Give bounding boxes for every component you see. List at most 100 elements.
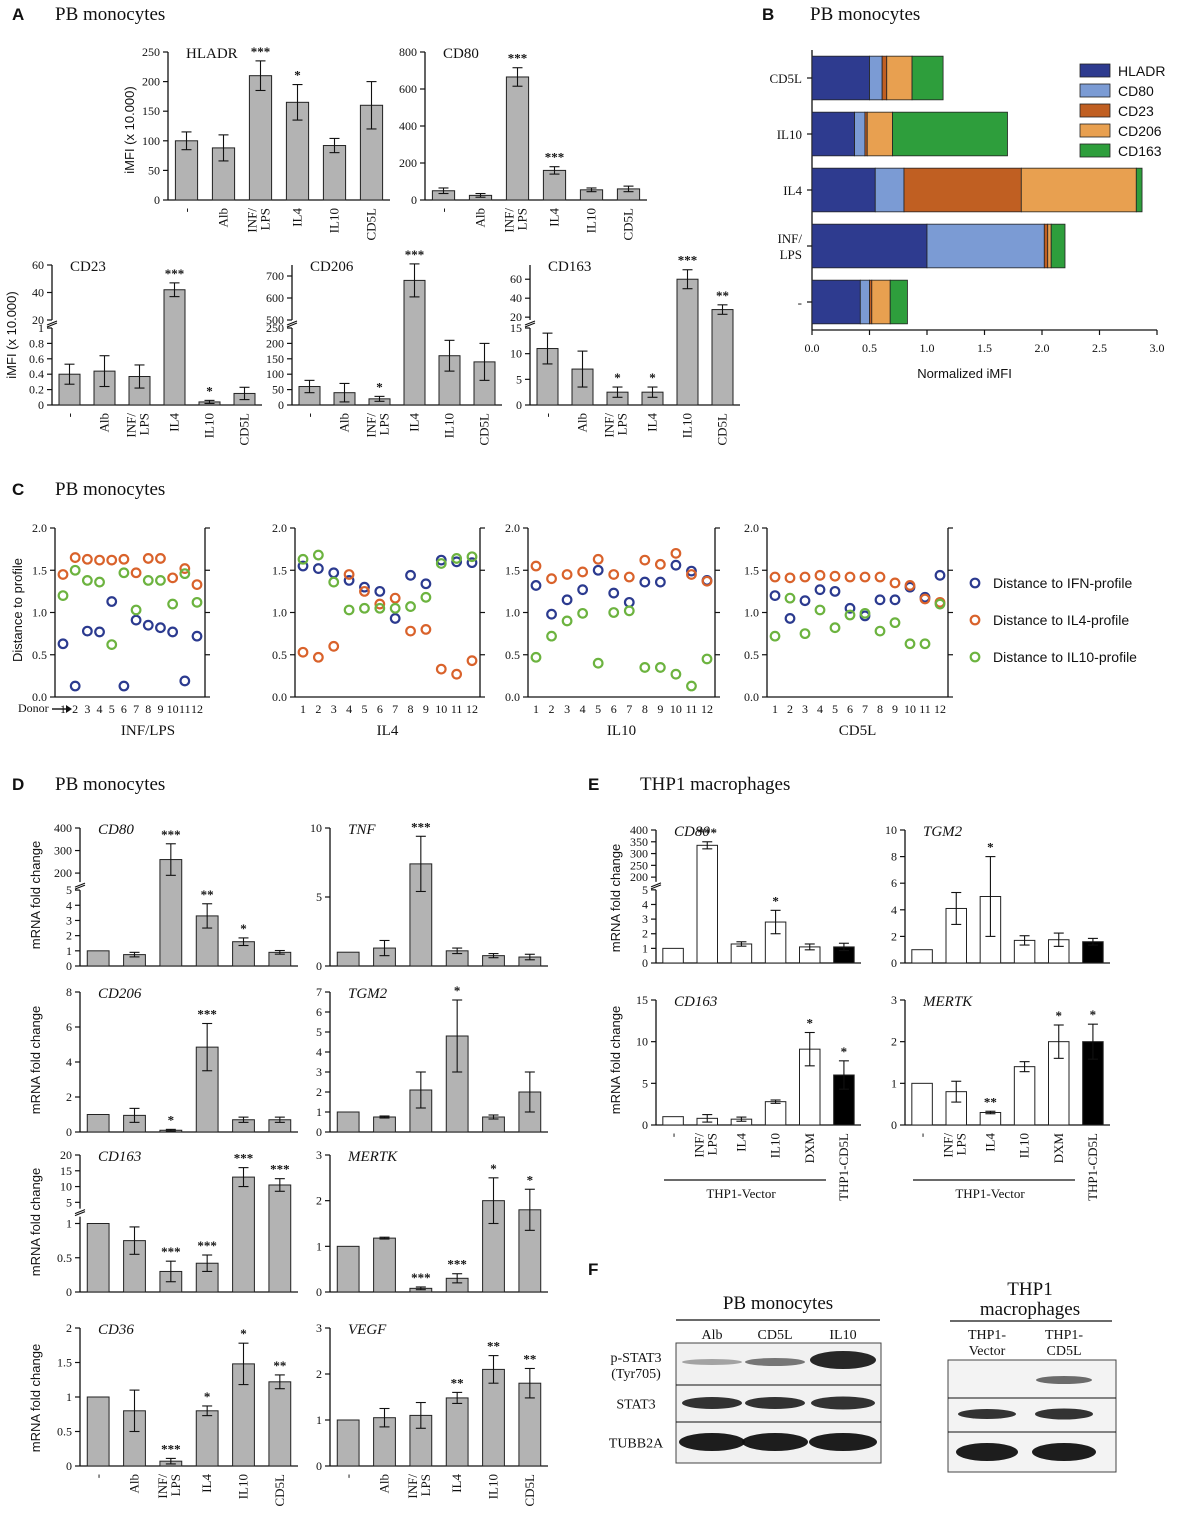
panel-c-il4-point-il4 <box>374 598 386 610</box>
panel-d-cd163-significance-3: *** <box>197 1238 217 1253</box>
panel-e-tgm2-chart-label: TGM2 <box>923 824 963 840</box>
panel-e-cd80-bar-1 <box>696 844 718 964</box>
panel-c-cd5l-point-ifn <box>814 584 826 596</box>
panel-c-il10-x-tick-label: 6 <box>611 702 617 716</box>
panel-d-cd163-y-tick-label: 10 <box>60 1180 72 1194</box>
panel-c-il10-point-il10 <box>546 630 557 642</box>
panel-c-il10-x-tick-label: 11 <box>686 702 698 716</box>
panel-d-tgm2-chart-label: TGM2 <box>348 986 388 1002</box>
panel-c-cd5l-point-il10 <box>919 638 931 650</box>
panel-e-tgm2-bar-0 <box>911 949 933 964</box>
panel-c-cd5l-point-il10 <box>769 630 781 642</box>
panel-d-tnf-chart-label: TNF <box>348 822 376 838</box>
panel-e-cd163-x-tick-label-0: - <box>665 1133 680 1137</box>
panel-c-il10-point-il10 <box>561 615 573 627</box>
panel-c-inflps-x-tick-label: 9 <box>157 702 163 716</box>
panel-f-row-label: TUBB2A <box>609 1437 664 1452</box>
panel-c-inflps-point-il10 <box>106 639 118 651</box>
a-hladr-y-tick-label: 50 <box>148 163 160 177</box>
panel-c-il4-point-il10 <box>359 602 370 614</box>
panel-c-il4-point-il4 <box>343 569 355 580</box>
panel-b-legend-swatch-cd163 <box>1079 143 1111 158</box>
a-cd80-x-tick-label-1: Alb <box>473 208 488 228</box>
panel-b-category-label: INF/ <box>777 231 802 246</box>
panel-d-vegf-significance-4: ** <box>487 1339 500 1354</box>
panel-b-segment-cd80-0 <box>869 55 883 101</box>
panel-d-cd36-significance-4: * <box>240 1326 247 1341</box>
panel-c-il10-point-il10 <box>639 662 651 673</box>
panel-d-tgm2-bar-1 <box>373 1116 396 1133</box>
panel-d-vegf-bar-3 <box>445 1397 469 1467</box>
panel-c-il10-y-tick-label: 0.5 <box>505 648 520 662</box>
a-cd80-bar-2 <box>505 76 530 201</box>
a-cd163-bar-5 <box>711 309 734 406</box>
a-cd23-y-tick-label: 0 <box>38 398 44 412</box>
panel-b-legend-label: CD206 <box>1118 123 1162 139</box>
panel-d-cd80-significance-2: *** <box>161 827 181 842</box>
panel-f-right-title: THP1 <box>1007 1279 1052 1300</box>
panel-d-cd163-y-tick-label: 0.5 <box>57 1251 72 1265</box>
a-cd23-x-tick-label-4: IL10 <box>202 413 217 438</box>
panel-d-cd36-group: 0 0.5 1 1.5 2 - Alb *** INF/LPS * IL4 * IL10 ** CD5L CD… <box>57 1321 298 1507</box>
a-cd23-y-tick-label: 0.6 <box>29 352 44 366</box>
panel-d-cd80-significance-3: ** <box>201 887 214 902</box>
a-cd206-y-tick-label: 200 <box>266 336 284 350</box>
panel-e-mertk-x-tick-label-3: IL10 <box>1017 1133 1032 1158</box>
panel-c-il10-point-ifn <box>623 596 635 608</box>
panel-c-il10-point-il4 <box>608 569 620 580</box>
panel-d-vegf-significance-5: ** <box>523 1351 536 1366</box>
panel-e-cd80-y-tick-label: 1 <box>642 941 648 955</box>
panel-d-cd80-chart-label: CD80 <box>98 822 134 838</box>
panel-c-cd5l-point-il10 <box>904 638 916 650</box>
panel-e-cd163-x-tick-label-4: DXM <box>802 1133 817 1164</box>
panel-d-vegf-bar-0 <box>336 1419 360 1467</box>
panel-d-cd163-chart-label: CD163 <box>98 1149 141 1165</box>
panel-f-right-lane-label: THP1- <box>968 1328 1006 1343</box>
panel-d-cd80-y-tick-label: 300 <box>54 844 72 858</box>
panel-c-cd5l-x-tick-label: 5 <box>832 702 838 716</box>
panel-c-cd5l-point-il4 <box>784 572 796 584</box>
panel-c-legend-label: Distance to IL10-profile <box>993 649 1137 665</box>
panel-c-cd5l-point-il4 <box>769 571 781 583</box>
panel-c-il4-y-tick-label: 0.5 <box>272 648 287 662</box>
panel-c-il4-point-il4 <box>405 625 416 637</box>
panel-b-category-label: IL4 <box>783 183 802 198</box>
panel-d-mertk-significance-5: * <box>527 1172 534 1187</box>
panel-c-il4-x-tick-label: 4 <box>346 702 352 716</box>
panel-e-mertk-y-tick-label: 3 <box>891 993 897 1007</box>
panel-d-tnf-significance-2: *** <box>411 819 431 834</box>
panel-d-tgm2-y-tick-label: 6 <box>316 1005 322 1019</box>
panel-f-band-stat3 <box>745 1397 805 1409</box>
a-cd80-chart-label: CD80 <box>443 46 479 62</box>
panel-c-il10-point-ifn <box>670 559 682 571</box>
panel-c-cd5l-point-il10 <box>859 607 871 619</box>
a-cd23-x-tick-label-0: - <box>62 413 77 417</box>
panel-e-cd163-x-tick-label-2: IL4 <box>733 1133 748 1152</box>
panel-b-segment-cd163-1 <box>892 111 1008 157</box>
panel-c-inflps-x-tick-label: 4 <box>97 702 103 716</box>
panel-b-x-label: Normalized iMFI <box>917 366 1012 381</box>
panel-c-il10-x-tick-label: 9 <box>657 702 663 716</box>
panel-c-il4-x-tick-label: 12 <box>466 702 478 716</box>
panel-d-mertk-significance-3: *** <box>447 1257 467 1272</box>
panel-c-cd5l-point-il10 <box>799 628 811 640</box>
panel-c-donor-arrowhead <box>66 705 72 713</box>
a-cd163-bar-4 <box>676 278 699 406</box>
panel-e-mertk-x-tick-label-0: - <box>914 1133 929 1137</box>
a-cd206-axis-break-mark <box>286 320 298 326</box>
panel-b-segment-cd163-2 <box>1135 167 1143 213</box>
panel-d-cd163-significance-2: *** <box>161 1244 181 1259</box>
panel-c-inflps-x-tick-label: 3 <box>84 702 90 716</box>
a-cd163-x-tick-label-3: IL4 <box>645 413 660 432</box>
panel-c-il4-y-tick-label: 2.0 <box>272 521 287 535</box>
panel-b-x-tick-label: 3.0 <box>1150 341 1165 355</box>
a-cd206-x-tick-label-1: Alb <box>337 413 352 433</box>
panel-f-band-tubb2a <box>679 1433 745 1451</box>
panel-e-y-label-lower: mRNA fold change <box>608 1006 623 1114</box>
panel-c-il4-point-il10 <box>405 601 416 612</box>
panel-c-cd5l-y-tick-label: 1.0 <box>744 606 759 620</box>
panel-b-segment-cd80-1 <box>854 111 866 157</box>
panel-d-cd36-bar-5 <box>268 1381 292 1467</box>
